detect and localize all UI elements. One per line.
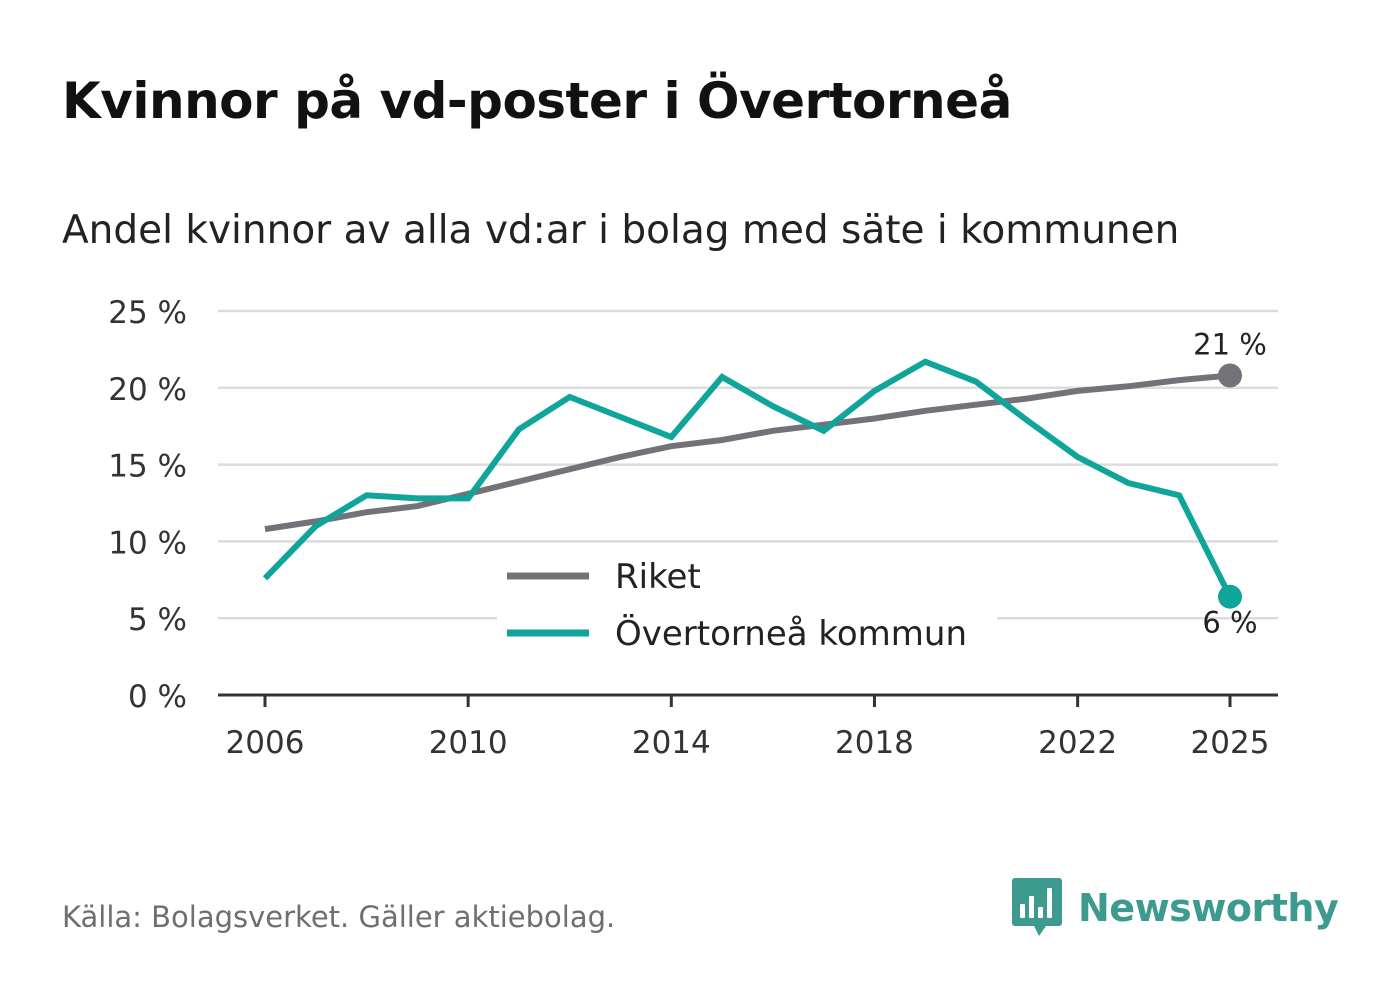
x-tick-label: 2010 xyxy=(429,725,508,761)
y-tick-label: 25 % xyxy=(108,295,187,331)
y-tick-label: 10 % xyxy=(108,525,187,561)
brand-logo: Newsworthy xyxy=(1012,878,1339,938)
series-line-riket xyxy=(264,372,1231,533)
end-value-label: 6 % xyxy=(1202,606,1257,640)
x-tick-label: 2022 xyxy=(1038,725,1117,761)
x-tick-label: 2014 xyxy=(632,725,711,761)
x-axis-ticks: 2006 2010 2014 2018 2022 2025 xyxy=(226,695,1270,761)
end-value-label: 21 % xyxy=(1193,328,1267,362)
series-line-kommun xyxy=(262,358,1233,599)
y-tick-label: 20 % xyxy=(108,372,187,408)
end-point-marker xyxy=(1218,363,1242,388)
chart-subtitle: Andel kvinnor av alla vd:ar i bolag med … xyxy=(62,208,1180,253)
x-tick-label: 2006 xyxy=(226,725,305,761)
legend-label: Övertorneå kommun xyxy=(615,613,967,654)
chart-title: Kvinnor på vd-poster i Övertorneå xyxy=(62,72,1012,130)
y-tick-label: 15 % xyxy=(108,449,187,485)
legend: Riket Övertorneå kommun xyxy=(497,547,997,657)
source-note: Källa: Bolagsverket. Gäller aktiebolag. xyxy=(62,900,616,934)
legend-background xyxy=(497,547,997,657)
series-lines xyxy=(262,358,1233,599)
y-tick-label: 0 % xyxy=(128,679,187,715)
legend-label: Riket xyxy=(615,557,701,597)
y-axis-ticks: 0 % 5 % 10 % 15 % 20 % 25 % xyxy=(108,295,187,715)
x-tick-label: 2025 xyxy=(1191,725,1270,761)
y-tick-label: 5 % xyxy=(128,602,187,638)
end-point-marker xyxy=(1218,584,1242,609)
newsworthy-logo-icon xyxy=(1012,878,1062,936)
brand-name: Newsworthy xyxy=(1078,886,1339,930)
x-tick-label: 2018 xyxy=(835,725,914,761)
end-labels: 21 % 6 % xyxy=(1193,328,1267,640)
